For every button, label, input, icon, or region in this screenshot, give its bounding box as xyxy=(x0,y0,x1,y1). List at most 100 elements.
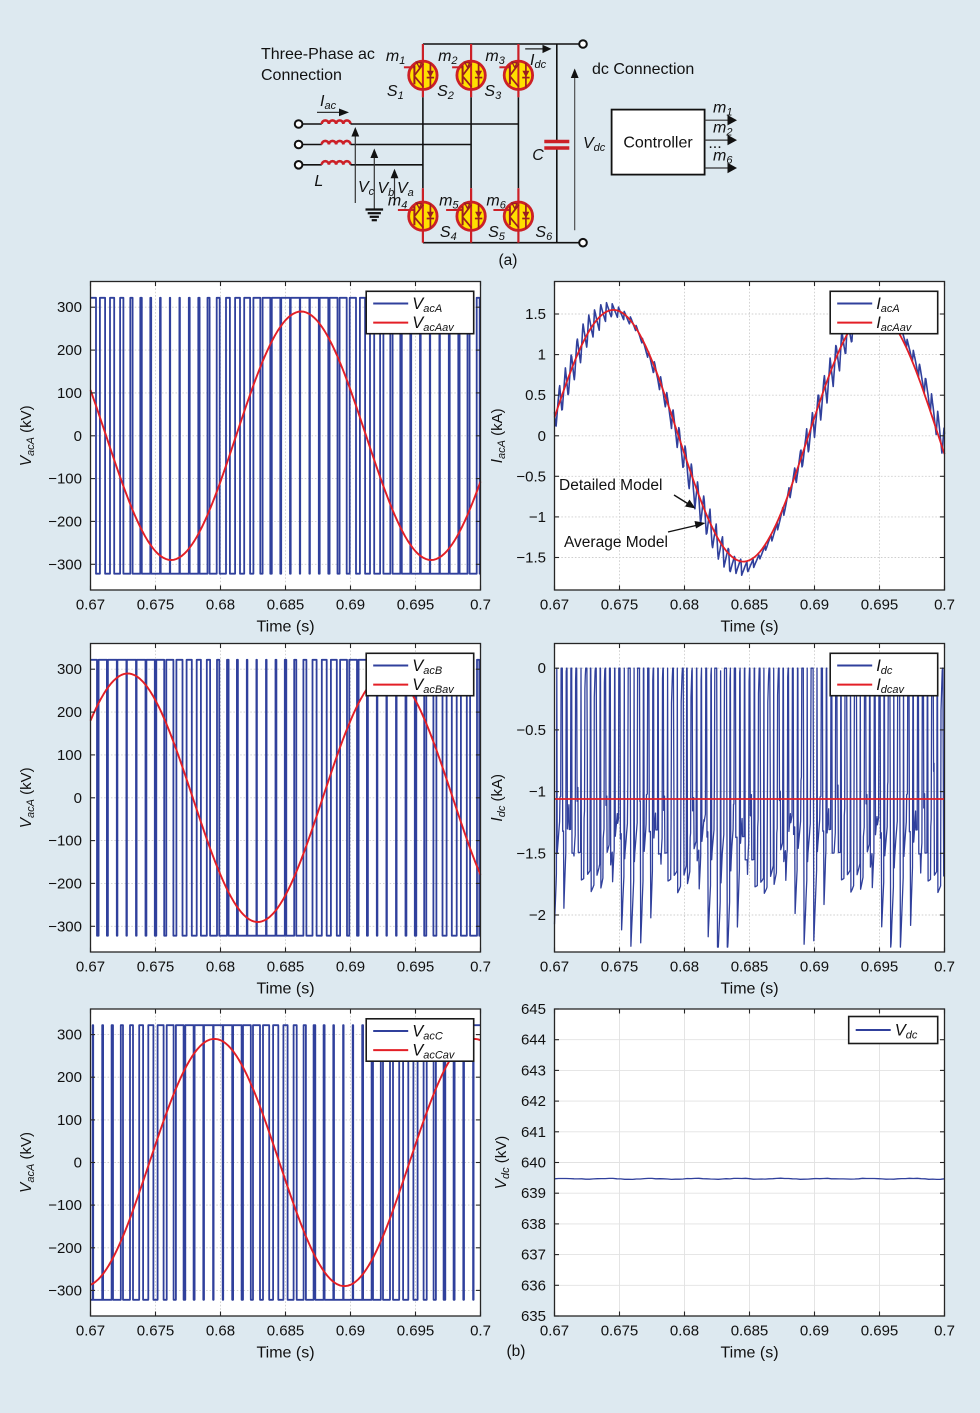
svg-text:0.68: 0.68 xyxy=(670,597,699,614)
svg-text:Vb: Vb xyxy=(378,180,395,199)
svg-text:642: 642 xyxy=(521,1093,546,1110)
svg-text:−0.5: −0.5 xyxy=(516,468,546,485)
svg-text:Time (s): Time (s) xyxy=(720,619,778,636)
svg-text:0.67: 0.67 xyxy=(76,959,105,976)
svg-text:0.675: 0.675 xyxy=(601,959,639,976)
svg-text:0.7: 0.7 xyxy=(934,1323,955,1340)
svg-text:0.675: 0.675 xyxy=(601,1323,639,1340)
svg-text:Va: Va xyxy=(397,180,414,199)
svg-text:−100: −100 xyxy=(48,833,82,850)
svg-text:S2: S2 xyxy=(437,83,454,102)
svg-text:IacA (kA): IacA (kA) xyxy=(489,408,508,463)
svg-text:0.685: 0.685 xyxy=(731,597,769,614)
svg-text:0.69: 0.69 xyxy=(336,959,365,976)
svg-text:−100: −100 xyxy=(48,1197,82,1214)
svg-text:−1: −1 xyxy=(529,509,546,526)
svg-text:0.7: 0.7 xyxy=(470,1323,491,1340)
svg-text:1.5: 1.5 xyxy=(525,306,546,323)
svg-text:100: 100 xyxy=(57,385,82,402)
svg-text:0.685: 0.685 xyxy=(731,1323,769,1340)
svg-text:0: 0 xyxy=(538,660,546,677)
svg-text:−1: −1 xyxy=(529,784,546,801)
svg-text:0.695: 0.695 xyxy=(861,959,899,976)
svg-text:0.67: 0.67 xyxy=(76,1323,105,1340)
svg-text:−1.5: −1.5 xyxy=(516,550,546,567)
svg-text:0.68: 0.68 xyxy=(670,959,699,976)
svg-text:C: C xyxy=(532,147,544,164)
svg-text:Idcav: Idcav xyxy=(876,676,905,696)
svg-text:Detailed Model: Detailed Model xyxy=(559,477,662,494)
svg-text:200: 200 xyxy=(57,1069,82,1086)
svg-text:100: 100 xyxy=(57,1112,82,1129)
svg-text:VacCav: VacCav xyxy=(412,1042,456,1062)
svg-text:0.7: 0.7 xyxy=(934,959,955,976)
svg-text:Time (s): Time (s) xyxy=(256,981,314,998)
svg-text:300: 300 xyxy=(57,299,82,316)
svg-text:637: 637 xyxy=(521,1247,546,1264)
svg-text:0: 0 xyxy=(74,790,82,807)
svg-text:0.69: 0.69 xyxy=(336,597,365,614)
svg-text:200: 200 xyxy=(57,342,82,359)
svg-text:m2: m2 xyxy=(713,120,732,139)
svg-text:0: 0 xyxy=(538,428,546,445)
svg-text:−200: −200 xyxy=(48,875,82,892)
svg-text:VacB: VacB xyxy=(412,657,442,677)
svg-text:640: 640 xyxy=(521,1155,546,1172)
svg-text:0.675: 0.675 xyxy=(137,1323,175,1340)
svg-text:Idc: Idc xyxy=(530,52,547,71)
svg-text:Iac: Iac xyxy=(320,93,337,112)
svg-text:0.68: 0.68 xyxy=(206,1323,235,1340)
svg-text:−300: −300 xyxy=(48,556,82,573)
svg-text:638: 638 xyxy=(521,1216,546,1233)
svg-text:0.695: 0.695 xyxy=(397,1323,435,1340)
svg-text:0.69: 0.69 xyxy=(800,959,829,976)
svg-text:VacA (kV): VacA (kV) xyxy=(18,767,37,828)
svg-text:0.695: 0.695 xyxy=(861,597,899,614)
svg-text:Time (s): Time (s) xyxy=(720,981,778,998)
svg-text:Vdc (kV): Vdc (kV) xyxy=(493,1136,512,1190)
svg-text:0.7: 0.7 xyxy=(934,597,955,614)
svg-text:0.685: 0.685 xyxy=(731,959,769,976)
svg-text:VacA: VacA xyxy=(412,295,442,315)
svg-text:636: 636 xyxy=(521,1277,546,1294)
svg-text:0.7: 0.7 xyxy=(470,597,491,614)
svg-text:−1.5: −1.5 xyxy=(516,845,546,862)
svg-text:0.695: 0.695 xyxy=(397,959,435,976)
svg-text:L: L xyxy=(314,173,323,190)
svg-text:0: 0 xyxy=(74,1155,82,1172)
svg-text:641: 641 xyxy=(521,1124,546,1141)
svg-text:645: 645 xyxy=(521,1001,546,1018)
svg-text:−100: −100 xyxy=(48,471,82,488)
svg-text:Vdc: Vdc xyxy=(583,135,606,154)
svg-text:S5: S5 xyxy=(488,224,506,243)
svg-text:0.67: 0.67 xyxy=(540,959,569,976)
svg-text:−200: −200 xyxy=(48,513,82,530)
svg-text:0.675: 0.675 xyxy=(601,597,639,614)
svg-text:Idc: Idc xyxy=(876,657,893,677)
svg-text:300: 300 xyxy=(57,1027,82,1044)
svg-text:...: ... xyxy=(708,135,721,152)
svg-text:VacBav: VacBav xyxy=(412,676,455,696)
svg-text:m2: m2 xyxy=(438,48,457,67)
svg-text:S6: S6 xyxy=(535,224,553,243)
svg-text:S1: S1 xyxy=(387,83,404,102)
svg-text:0.69: 0.69 xyxy=(800,597,829,614)
svg-text:−0.5: −0.5 xyxy=(516,722,546,739)
svg-text:0.685: 0.685 xyxy=(267,1323,305,1340)
svg-text:Connection: Connection xyxy=(261,67,342,84)
svg-text:−2: −2 xyxy=(529,907,546,924)
svg-text:639: 639 xyxy=(521,1185,546,1202)
svg-text:(b): (b) xyxy=(507,1343,526,1360)
svg-text:m5: m5 xyxy=(439,193,459,212)
svg-text:Time (s): Time (s) xyxy=(720,1345,778,1362)
svg-text:0.69: 0.69 xyxy=(800,1323,829,1340)
svg-text:(a): (a) xyxy=(499,252,518,269)
svg-text:VacA (kV): VacA (kV) xyxy=(18,1132,37,1193)
svg-text:0.68: 0.68 xyxy=(206,959,235,976)
svg-text:IacA: IacA xyxy=(876,295,900,315)
svg-text:Three-Phase ac: Three-Phase ac xyxy=(261,46,375,63)
svg-text:m1: m1 xyxy=(386,48,405,67)
svg-text:m3: m3 xyxy=(485,48,505,67)
svg-text:m4: m4 xyxy=(388,193,407,212)
svg-text:0.69: 0.69 xyxy=(336,1323,365,1340)
